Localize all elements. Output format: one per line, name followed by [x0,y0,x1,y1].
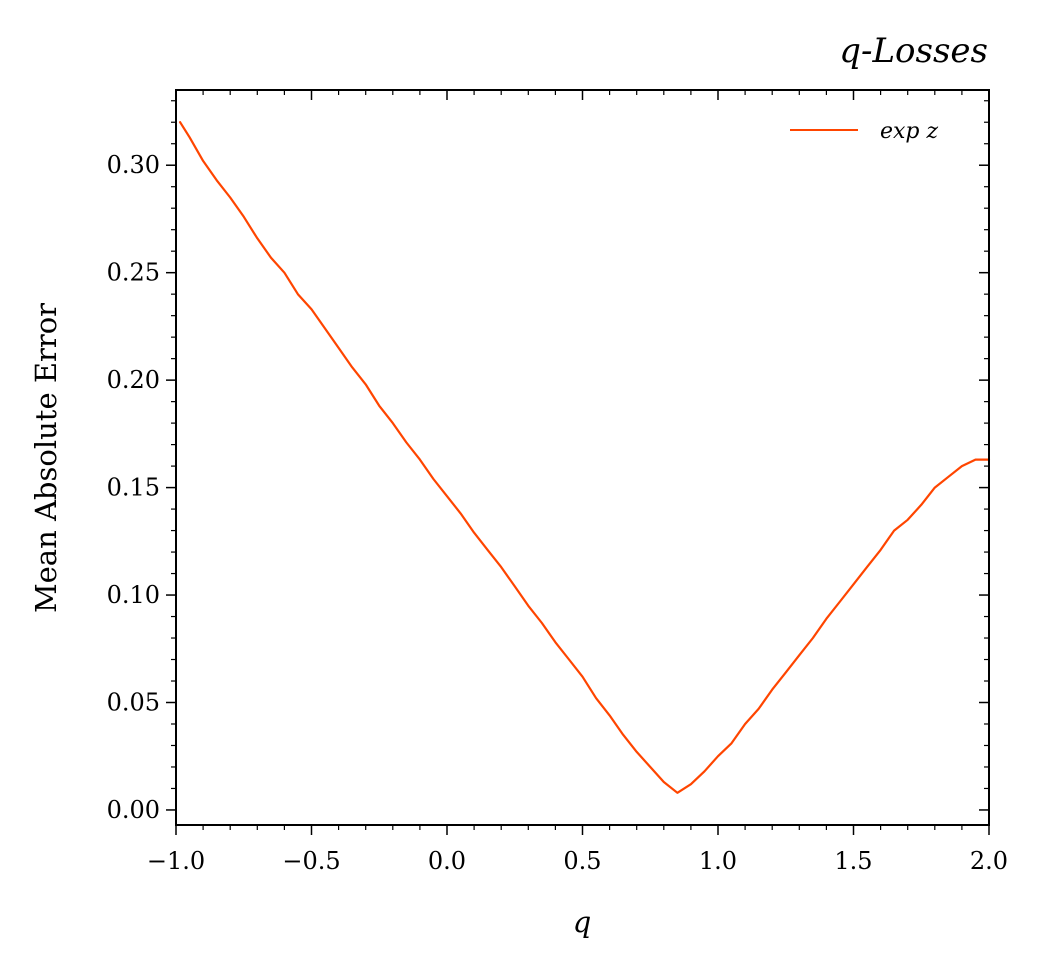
legend-label: exp z [880,119,939,144]
y-tick-label: 0.00 [107,796,160,824]
y-tick-label: 0.05 [107,689,160,717]
plot-frame [175,89,990,826]
x-axis-title: q [573,905,592,939]
y-tick-label: 0.15 [107,474,160,502]
x-tick-label: 1.0 [699,847,737,875]
y-tick-label: 0.20 [107,366,160,394]
x-tick-label: 0.0 [428,847,466,875]
x-tick-label: 0.5 [563,847,601,875]
y-tick-label: 0.25 [107,259,160,287]
x-tick-label: 1.5 [834,847,872,875]
x-tick-label: −0.5 [282,847,340,875]
y-tick-label: 0.30 [107,151,160,179]
chart-title: q-Losses [839,31,988,71]
series-layer [179,121,991,794]
ticks-layer: −1.0 −0.5 0.0 0.5 1.0 1.5 2.0 0.00 0.05 0.10 0.15 0… [107,90,1008,875]
y-axis-title: Mean Absolute Error [29,303,63,613]
series-line [179,121,991,794]
legend: exp z [790,119,939,144]
y-tick-label: 0.10 [107,581,160,609]
x-tick-label: −1.0 [147,847,205,875]
x-tick-label: 2.0 [970,847,1008,875]
